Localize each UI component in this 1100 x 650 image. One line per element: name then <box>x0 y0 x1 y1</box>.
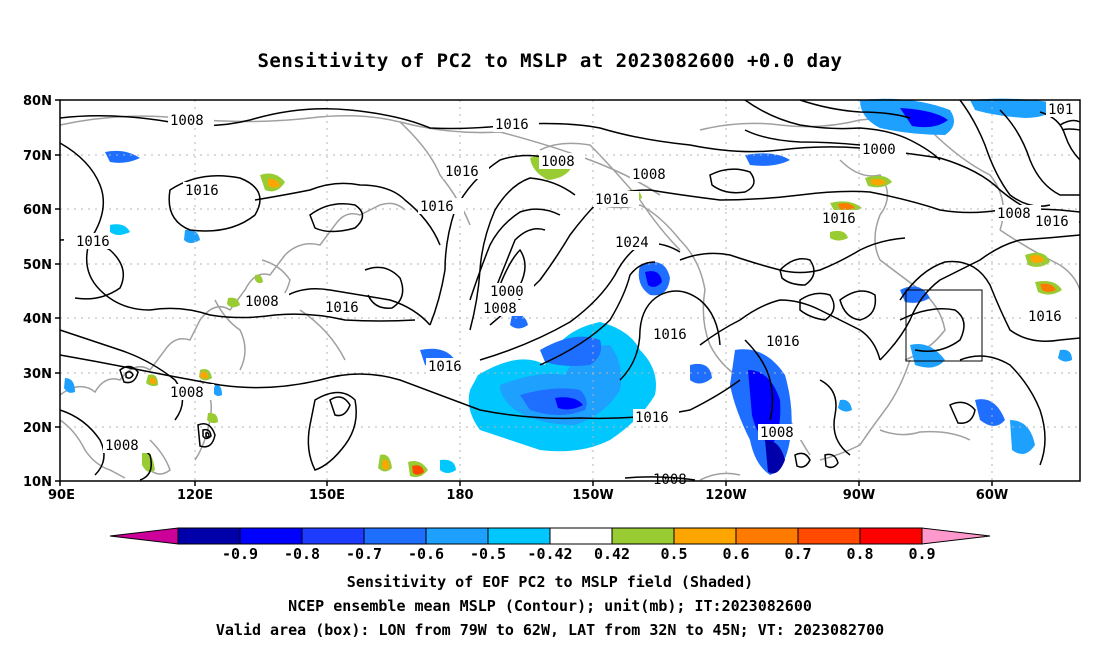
contour-label: 1016 <box>495 117 529 133</box>
colorbar-tick-label: 0.9 <box>908 545 935 563</box>
colorbar-tick-label: -0.7 <box>346 545 382 563</box>
lon-label: 180 <box>446 488 473 503</box>
colorbar-upper-extend <box>921 527 991 545</box>
map-title: Sensitivity of PC2 to MSLP at 2023082600… <box>257 50 843 72</box>
contour-label: 1016 <box>76 234 110 250</box>
colorbar-tick-label: 0.6 <box>722 545 749 563</box>
contour-label: 1008 <box>632 167 666 183</box>
lon-labels: 90E 120E 150E 180 150W 120W 90W 60W <box>48 488 1008 503</box>
contour-label: 1016 <box>595 192 629 208</box>
caption-valid-area: Valid area (box): LON from 79W to 62W, L… <box>215 621 885 639</box>
colorbar-tick-label: 0.8 <box>846 545 873 563</box>
contour-label: 1016 <box>1035 214 1069 230</box>
colorbar-swatch <box>673 527 737 545</box>
colorbar-tick-label: 0.42 <box>594 545 630 563</box>
contour-label: 1008 <box>170 113 204 129</box>
caption-shaded: Sensitivity of EOF PC2 to MSLP field (Sh… <box>346 573 754 591</box>
lon-label: 150E <box>309 488 345 503</box>
contour-label: 1016 <box>822 211 856 227</box>
contour-label: 1016 <box>420 199 454 215</box>
lat-label: 80N <box>23 94 52 109</box>
colorbar-swatch <box>301 527 365 545</box>
lon-label: 60W <box>976 488 1008 503</box>
contour-label: 1016 <box>653 327 687 343</box>
colorbar-tick-label: -0.8 <box>284 545 320 563</box>
colorbar-tick-label: -0.9 <box>222 545 258 563</box>
lon-label: 120W <box>705 488 746 503</box>
contour-label: 1016 <box>1028 309 1062 325</box>
contour-label: 1000 <box>490 284 524 300</box>
colorbar-swatch <box>859 527 923 545</box>
colorbar-tick-label: -0.6 <box>408 545 444 563</box>
colorbar-swatch <box>735 527 799 545</box>
lon-label: 150W <box>572 488 613 503</box>
caption-contour: NCEP ensemble mean MSLP (Contour); unit(… <box>288 597 812 615</box>
contour-label: 101 <box>1048 102 1073 118</box>
colorbar-swatch <box>239 527 303 545</box>
tick-marks <box>55 99 993 486</box>
colorbar-labels: -0.9 -0.8 -0.7 -0.6 -0.5 -0.42 0.42 0.5 0.6 0.7 0.… <box>222 545 936 563</box>
lat-label: 30N <box>23 367 52 382</box>
colorbar-swatch <box>487 527 551 545</box>
colorbar-swatch <box>549 527 613 545</box>
colorbar-swatch <box>611 527 675 545</box>
contour-label: 1016 <box>635 410 669 426</box>
contour-label: 1024 <box>615 235 649 251</box>
lat-labels: 80N 70N 60N 50N 40N 30N 20N 10N <box>23 94 52 490</box>
lat-label: 60N <box>23 203 52 218</box>
contour-label: 1016 <box>325 300 359 316</box>
contour-label: 1008 <box>245 294 279 310</box>
lon-label: 90W <box>843 488 875 503</box>
colorbar-swatch <box>425 527 489 545</box>
valid-area-box <box>905 289 983 362</box>
lat-label: 20N <box>23 421 52 436</box>
colorbar-swatch <box>177 527 241 545</box>
contour-labels: 1008 1016 1016 1008 1016 1008 1000 1008 … <box>64 101 1080 454</box>
contour-label: 1008 <box>541 154 575 170</box>
lat-label: 70N <box>23 149 52 164</box>
contour-label: 1016 <box>445 164 479 180</box>
colorbar-tick-label: 0.7 <box>784 545 811 563</box>
contour-label: 1016 <box>766 334 800 350</box>
colorbar-tick-label: -0.5 <box>470 545 506 563</box>
colorbar-lower-extend <box>109 527 179 545</box>
contour-label: 1008 <box>170 385 204 401</box>
contour-label: 1008 <box>105 438 139 454</box>
contour-label: 1016 <box>185 183 219 199</box>
contour-label: 1016 <box>428 359 462 375</box>
colorbar-swatch <box>797 527 861 545</box>
lat-label: 40N <box>23 312 52 327</box>
map-frame <box>59 99 1081 482</box>
lon-label: 90E <box>48 488 75 503</box>
contour-label: 1008 <box>760 425 794 441</box>
contour-label: 1008 <box>653 472 687 488</box>
lat-label: 50N <box>23 258 52 273</box>
contour-label: 1008 <box>483 301 517 317</box>
colorbar <box>109 527 991 545</box>
colorbar-tick-label: -0.42 <box>527 545 572 563</box>
lat-label: 10N <box>23 475 52 490</box>
colorbar-swatch <box>363 527 427 545</box>
contour-label: 1000 <box>862 142 896 158</box>
colorbar-tick-label: 0.5 <box>660 545 687 563</box>
lon-label: 120E <box>177 488 213 503</box>
contour-label: 1008 <box>997 206 1031 222</box>
